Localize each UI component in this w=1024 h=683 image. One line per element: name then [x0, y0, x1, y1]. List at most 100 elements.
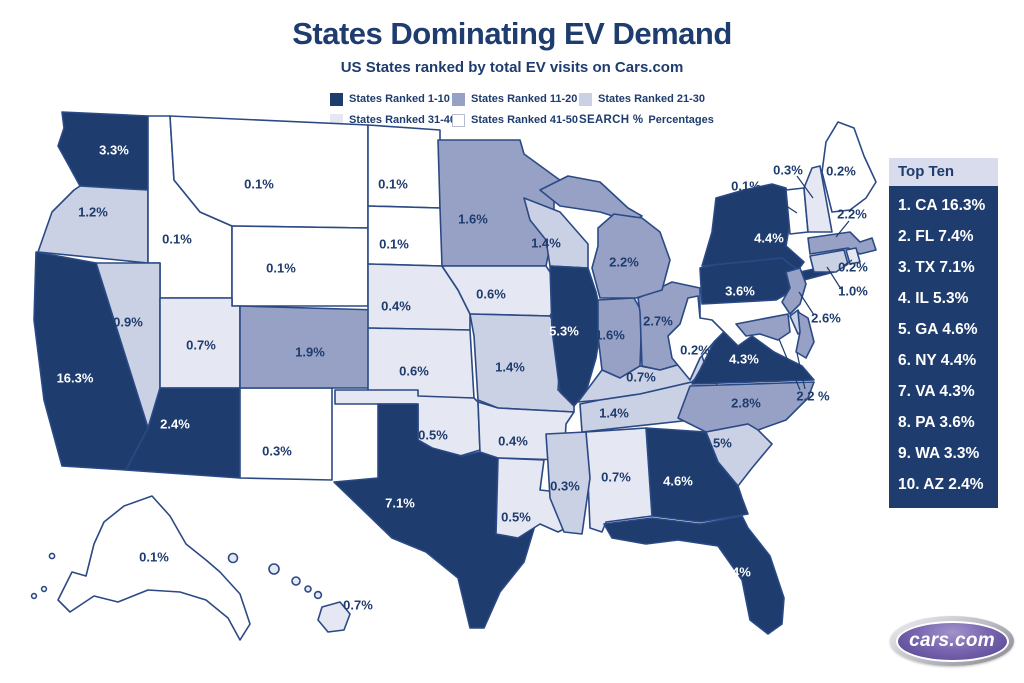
leader-line-md: [796, 352, 806, 390]
legend-item-rank-1-10: States Ranked 1-10: [330, 89, 452, 109]
value-label-nh: 0.3%: [773, 163, 803, 178]
hawaii-island-molokai: [291, 576, 301, 586]
value-label-wv: 0.2%: [680, 343, 710, 358]
value-label-ks: 0.6%: [399, 364, 429, 379]
value-label-al: 0.7%: [601, 470, 631, 485]
cars-com-logo-badge: cars.com: [895, 620, 1009, 662]
value-label-sc: 0.5%: [702, 436, 732, 451]
top-ten-item-wa: 9. WA 3.3%: [898, 445, 980, 462]
legend-item-rank-11-20: States Ranked 11-20: [452, 89, 579, 109]
state-new-mexico: [239, 387, 333, 481]
value-label-hi: 0.7%: [343, 598, 373, 613]
value-label-ut: 0.7%: [186, 338, 216, 353]
value-label-ga: 4.6%: [663, 474, 693, 489]
value-label-wy: 0.1%: [266, 261, 296, 276]
value-label-az: 2.4%: [160, 417, 190, 432]
leader-line-nj: [798, 291, 815, 316]
state-alaska: [57, 495, 251, 641]
search-label: SEARCH %: [579, 114, 644, 126]
value-label-ct: 1.0%: [838, 284, 868, 299]
legend-item-rank-41-50: States Ranked 41-50: [452, 110, 579, 130]
legend-swatch-tier2: [452, 92, 465, 106]
state-michigan-upper: [539, 175, 643, 223]
value-label-nv: 0.9%: [113, 315, 143, 330]
value-label-va: 4.3%: [729, 352, 759, 367]
state-montana: [169, 115, 369, 229]
top-ten-item-ca: 1. CA 16.3%: [898, 197, 986, 214]
hawaii-island-lanai: [304, 585, 312, 593]
page-title: States Dominating EV Demand: [292, 16, 732, 51]
hawaii-island-oahu: [268, 563, 280, 575]
value-label-ca: 16.3%: [57, 371, 94, 386]
value-label-ak: 0.1%: [139, 550, 169, 565]
state-massachusetts: [807, 231, 877, 255]
value-label-nj: 2.6%: [811, 311, 841, 326]
legend-label: States Ranked 11-20: [471, 93, 578, 105]
state-new-jersey: [781, 267, 807, 315]
top-ten-item-pa: 8. PA 3.6%: [898, 414, 975, 431]
leader-line-ri: [842, 259, 853, 267]
value-label-ms: 0.3%: [550, 479, 580, 494]
value-label-sd: 0.1%: [379, 237, 409, 252]
leader-line-ct: [826, 266, 842, 290]
value-label-ma: 2.2%: [837, 207, 867, 222]
value-label-pa: 3.6%: [725, 284, 755, 299]
value-label-mn: 1.6%: [458, 212, 488, 227]
legend: States Ranked 1-10 States Ranked 11-20 S…: [330, 89, 714, 130]
legend-swatch-tier5: [452, 113, 465, 127]
value-label-ok: 0.5%: [418, 428, 448, 443]
top-ten-item-az: 10. AZ 2.4%: [898, 476, 984, 493]
top-ten-item-va: 7. VA 4.3%: [898, 383, 975, 400]
state-georgia: [645, 427, 749, 523]
search-percentages-note: SEARCH % Percentages: [579, 110, 714, 130]
value-label-ne: 0.4%: [381, 299, 411, 314]
state-connecticut: [809, 249, 849, 273]
value-label-vt: 0.1%: [731, 179, 761, 194]
state-virginia: [691, 331, 815, 385]
top-ten-item-tx: 3. TX 7.1%: [898, 259, 975, 276]
leader-line-nh: [796, 175, 814, 199]
top-ten-panel: Top Ten States 1. CA 16.3% 2. FL 7.4% 3. T…: [889, 158, 998, 508]
value-label-co: 1.9%: [295, 345, 325, 360]
value-label-ny: 4.4%: [754, 231, 784, 246]
value-label-oh: 2.7%: [643, 314, 673, 329]
hawaii-island-maui: [313, 590, 323, 600]
state-rhode-island: [845, 247, 861, 265]
state-wyoming: [231, 225, 369, 307]
value-label-fl: 7.4%: [721, 565, 751, 580]
value-label-in: 1.6%: [595, 328, 625, 343]
leader-line-md: [778, 338, 801, 391]
value-label-wi: 1.4%: [531, 236, 561, 251]
search-note-text: Percentages: [648, 114, 714, 126]
state-texas: [333, 403, 543, 629]
state-maryland-eastern-shore: [795, 311, 815, 359]
alaska-island: [48, 552, 56, 560]
value-label-nd: 0.1%: [378, 177, 408, 192]
state-florida: [603, 515, 785, 635]
state-mississippi: [545, 431, 591, 535]
legend-swatch-tier3: [579, 92, 592, 106]
value-label-nc: 2.8%: [731, 396, 761, 411]
alaska-aleutian-island: [30, 592, 38, 600]
state-alabama: [585, 427, 653, 533]
value-label-mt: 0.1%: [244, 177, 274, 192]
hawaii-island-kauai: [227, 552, 239, 564]
top-ten-item-fl: 2. FL 7.4%: [898, 228, 974, 245]
top-ten-item-ga: 5. GA 4.6%: [898, 321, 978, 338]
hawaii-island-big-island: [317, 601, 351, 633]
legend-label: States Ranked 1-10: [349, 93, 450, 105]
value-label-tn: 1.4%: [599, 406, 629, 421]
value-label-nm: 0.3%: [262, 444, 292, 459]
state-new-hampshire: [803, 165, 833, 233]
value-label-il: 5.3%: [549, 324, 579, 339]
legend-swatch-tier1: [330, 92, 343, 106]
top-ten-item-il: 4. IL 5.3%: [898, 290, 969, 307]
state-california: [33, 251, 149, 471]
state-michigan: [591, 213, 671, 299]
value-label-or: 1.2%: [78, 205, 108, 220]
header: States Dominating EV Demand US States ra…: [0, 16, 1024, 76]
value-label-ky: 0.7%: [626, 370, 656, 385]
state-maine: [821, 121, 877, 213]
